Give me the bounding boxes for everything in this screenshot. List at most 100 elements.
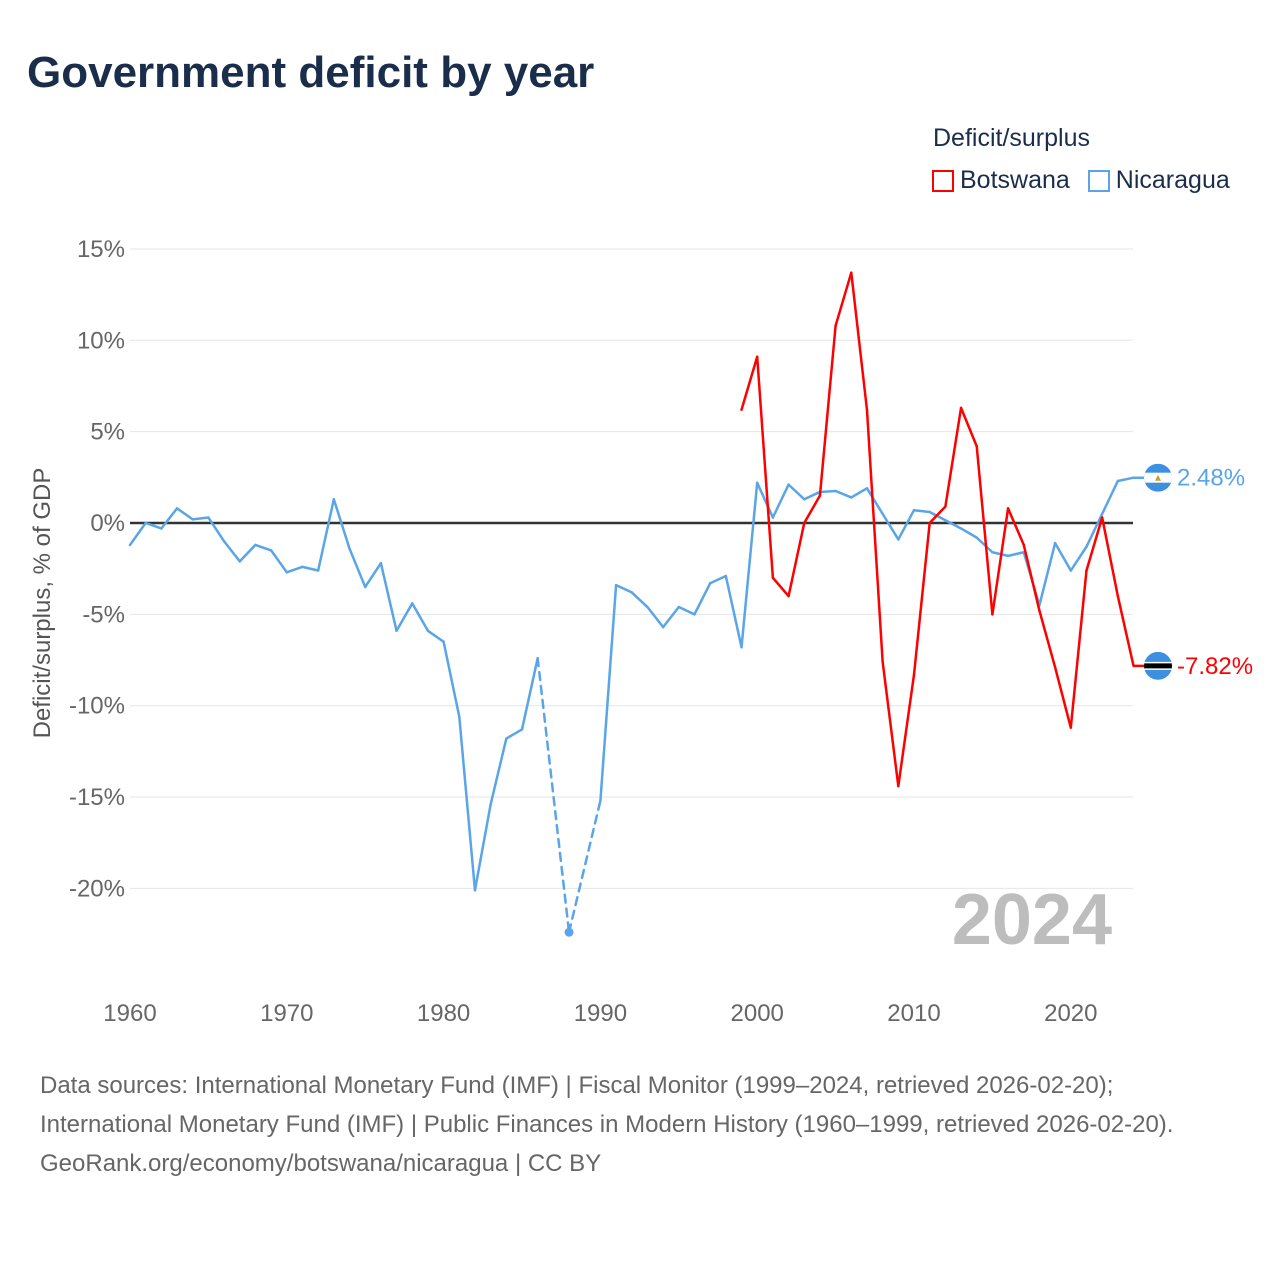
line-segment-nicaragua — [222, 540, 242, 563]
line-segment-botswana — [912, 521, 931, 676]
y-tick-label: -10% — [69, 693, 125, 720]
line-segment-nicaragua — [818, 489, 837, 494]
line-segment-nicaragua — [269, 549, 289, 574]
line-segment-botswana — [1022, 543, 1041, 612]
year-watermark: 2024 — [952, 880, 1112, 960]
line-segment-nicaragua — [661, 605, 681, 629]
x-tick-label: 2000 — [731, 1000, 784, 1027]
line-segment-botswana — [991, 507, 1010, 616]
line-segment-nicaragua — [630, 591, 649, 609]
legend-swatch-botswana — [932, 169, 954, 192]
line-segment-nicaragua — [693, 582, 712, 616]
line-segment-nicaragua — [207, 516, 226, 543]
line-segment-nicaragua — [959, 527, 978, 539]
line-segment-botswana — [818, 324, 837, 497]
line-segment-nicaragua — [395, 602, 414, 633]
y-tick-label: 15% — [77, 236, 125, 263]
y-tick-label: 10% — [77, 327, 125, 354]
line-segment-botswana — [755, 355, 775, 580]
line-segment-botswana — [1100, 516, 1120, 598]
y-axis-label: Deficit/surplus, % of GDP — [29, 468, 56, 739]
footer: Data sources: International Monetary Fun… — [40, 1066, 1240, 1183]
line-segment-nicaragua — [1100, 479, 1120, 516]
legend-label: Nicaragua — [1115, 166, 1230, 194]
page-title: Government deficit by year — [27, 48, 595, 97]
legend: Botswana Nicaragua — [932, 166, 1230, 195]
line-segment-botswana — [1038, 609, 1057, 669]
end-value-label-nicaragua: 2.48% — [1177, 465, 1245, 492]
x-tick-label: 1980 — [417, 1000, 470, 1027]
line-segment-botswana — [834, 271, 853, 327]
legend-item-nicaragua[interactable]: Nicaragua — [1087, 166, 1230, 195]
y-tick-label: -20% — [69, 875, 125, 902]
line-segment-nicaragua — [724, 574, 743, 649]
x-tick-label: 1960 — [103, 1000, 156, 1027]
x-tick-label: 2020 — [1044, 1000, 1097, 1027]
line-segment-nicaragua — [1006, 550, 1026, 558]
line-segment-nicaragua — [912, 508, 931, 514]
line-segment-nicaragua — [567, 799, 602, 934]
line-segment-nicaragua — [944, 519, 963, 530]
line-segment-botswana — [897, 673, 916, 788]
line-segment-nicaragua — [316, 497, 336, 572]
line-segment-nicaragua — [881, 512, 900, 541]
line-segment-nicaragua — [1069, 545, 1088, 572]
line-segment-nicaragua — [802, 490, 822, 501]
line-segment-nicaragua — [458, 715, 477, 892]
line-segment-nicaragua — [301, 565, 320, 572]
legend-title: Deficit/surplus — [933, 124, 1090, 152]
line-segment-nicaragua — [865, 487, 884, 516]
line-segment-nicaragua — [191, 516, 210, 521]
line-segment-botswana — [959, 406, 978, 448]
line-segment-nicaragua — [646, 605, 665, 629]
line-segment-nicaragua — [238, 543, 257, 563]
line-segment-botswana — [771, 576, 790, 598]
credit-link[interactable]: GeoRank.org/economy/botswana/nicaragua |… — [40, 1150, 602, 1177]
line-segment-botswana — [881, 660, 900, 788]
line-segment-nicaragua — [410, 602, 430, 633]
line-segment-botswana — [1006, 507, 1026, 547]
line-segment-nicaragua — [128, 521, 147, 547]
legend-label: Botswana — [960, 166, 1070, 194]
line-segment-nicaragua — [536, 656, 571, 934]
line-segment-botswana — [850, 271, 869, 411]
line-segment-nicaragua — [505, 728, 524, 740]
x-tick-label: 1990 — [574, 1000, 627, 1027]
line-segment-botswana — [865, 408, 884, 664]
legend-item-botswana[interactable]: Botswana — [932, 166, 1070, 195]
x-tick-label: 2010 — [887, 1000, 940, 1027]
data-point-nicaragua — [564, 927, 574, 937]
line-segment-nicaragua — [975, 536, 994, 554]
line-segment-botswana — [1053, 666, 1073, 729]
line-segment-botswana — [944, 406, 963, 508]
line-segment-nicaragua — [363, 561, 383, 589]
line-segment-nicaragua — [379, 561, 398, 633]
legend-swatch-nicaragua — [1087, 169, 1110, 192]
line-segment-nicaragua — [473, 803, 492, 892]
line-segment-nicaragua — [599, 583, 618, 802]
line-chart: 2024 15% 10% 5% 0% -5% -10% -15% -20% 1960 1970 19… — [29, 236, 1253, 1027]
line-segment-nicaragua — [442, 640, 461, 718]
line-segment-nicaragua — [520, 656, 539, 731]
line-segment-botswana — [740, 355, 759, 411]
line-segment-nicaragua — [771, 483, 790, 519]
line-segment-nicaragua — [175, 507, 194, 521]
line-segment-botswana — [802, 494, 822, 525]
line-segment-nicaragua — [254, 543, 273, 552]
y-tick-label: 0% — [90, 510, 125, 537]
data-sources: Data sources: International Monetary Fun… — [40, 1072, 1174, 1138]
line-segment-nicaragua — [144, 521, 163, 530]
line-segment-nicaragua — [755, 481, 775, 519]
line-segment-nicaragua — [708, 574, 728, 585]
line-segment-nicaragua — [348, 547, 367, 589]
line-segment-nicaragua — [897, 508, 916, 541]
line-segment-nicaragua — [160, 507, 179, 530]
line-segment-nicaragua — [332, 497, 351, 550]
line-segment-nicaragua — [489, 737, 508, 806]
line-segment-botswana — [787, 521, 806, 598]
line-segment-botswana — [1085, 516, 1104, 572]
end-value-label-botswana: -7.82% — [1177, 653, 1253, 680]
line-segment-botswana — [928, 505, 947, 525]
flag-icon-botswana — [1144, 651, 1172, 680]
